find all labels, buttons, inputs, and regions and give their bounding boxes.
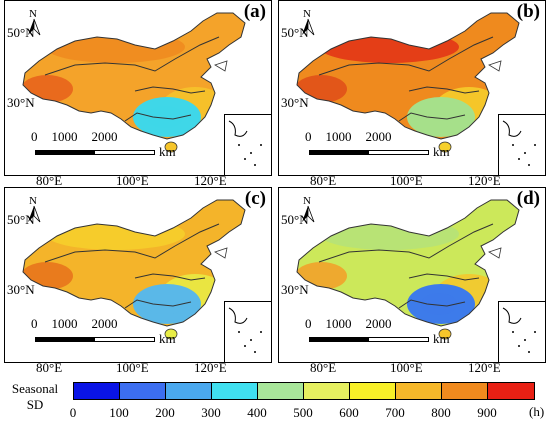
lon-label-80: 80°E: [36, 173, 63, 188]
scale-number: 2000: [365, 129, 392, 144]
lat-label-30: 30°N: [281, 282, 309, 297]
legend-tick: 600: [339, 405, 359, 420]
lon-label-80: 80°E: [310, 173, 337, 188]
scale-number: 1000: [325, 129, 352, 144]
lon-label-100: 100°E: [390, 173, 423, 188]
scale-unit: km: [433, 144, 450, 159]
map-svg: [22, 12, 246, 153]
south-china-sea-inset: [498, 114, 545, 175]
scale-number: 2000: [91, 129, 118, 144]
scale-number: 0: [31, 316, 38, 331]
south-china-sea-inset: [498, 301, 545, 362]
lon-label-120: 120°E: [194, 360, 227, 375]
scale-numbers: 0 1000 2000: [305, 316, 406, 332]
scale-number: 1000: [325, 316, 352, 331]
legend-unit: (h): [529, 404, 545, 419]
scale-bar: [309, 150, 429, 155]
scale-number: 1000: [51, 129, 78, 144]
scale-unit: km: [159, 331, 176, 346]
scale-bar: [309, 337, 429, 342]
lon-label-120: 120°E: [468, 360, 501, 375]
panel-label: (c): [244, 188, 266, 209]
svg-text:N: N: [29, 195, 37, 207]
north-arrow-icon: N: [25, 194, 43, 229]
lon-label-120: 120°E: [194, 173, 227, 188]
lat-label-50: 50°N: [7, 212, 35, 227]
lon-label-80: 80°E: [310, 360, 337, 375]
lon-label-80: 80°E: [36, 360, 63, 375]
lat-label-50: 50°N: [281, 212, 309, 227]
scale-number: 0: [31, 129, 38, 144]
legend-tick: 500: [293, 405, 313, 420]
legend-swatch: [350, 383, 396, 399]
map-svg: [296, 199, 520, 340]
legend-swatch: [488, 383, 534, 399]
lon-label-100: 100°E: [390, 360, 423, 375]
panel-label: (a): [243, 1, 266, 22]
legend-swatch: [396, 383, 442, 399]
map-svg: [22, 199, 246, 340]
lat-label-50: 50°N: [281, 25, 309, 40]
south-china-sea-inset: [224, 114, 271, 175]
panel-label: (b): [516, 1, 540, 22]
lon-label-100: 100°E: [116, 360, 149, 375]
map-svg: [296, 12, 520, 153]
scale-bar: [35, 337, 155, 342]
svg-text:N: N: [303, 8, 311, 20]
svg-text:N: N: [29, 8, 37, 20]
legend-tick: 700: [385, 405, 405, 420]
scale-number: 2000: [365, 316, 392, 331]
lat-label-30: 30°N: [7, 282, 35, 297]
legend-swatch: [74, 383, 120, 399]
lat-label-30: 30°N: [7, 95, 35, 110]
legend-title-line1: Seasonal: [11, 381, 59, 396]
legend-swatch: [166, 383, 212, 399]
map-panel-a: (a) 50°N 30°N N 0 1000 2000 km: [4, 0, 272, 176]
south-china-sea-inset: [224, 301, 271, 362]
scale-number: 2000: [91, 316, 118, 331]
lat-label-50: 50°N: [7, 25, 35, 40]
legend-tick: 300: [201, 405, 221, 420]
panel-label: (d): [516, 188, 540, 209]
scale-bar: [35, 150, 155, 155]
scale-number: 0: [305, 316, 312, 331]
legend-swatch: [212, 383, 258, 399]
lat-label-30: 30°N: [281, 95, 309, 110]
north-arrow-icon: N: [299, 7, 317, 42]
legend-tick: 400: [247, 405, 267, 420]
legend-tick: 100: [109, 405, 129, 420]
legend-tick: 0: [69, 405, 77, 420]
scale-unit: km: [433, 331, 450, 346]
north-arrow-icon: N: [25, 7, 43, 42]
legend-tick: 800: [431, 405, 451, 420]
legend-title-line2: SD: [26, 397, 44, 412]
legend-title: Seasonal SD: [0, 381, 70, 413]
scale-numbers: 0 1000 2000: [31, 129, 132, 145]
legend-swatch: [120, 383, 166, 399]
map-panel-b: (b) 50°N 30°N N 0 1000 2000 km: [278, 0, 546, 176]
scale-number: 1000: [51, 316, 78, 331]
scale-unit: km: [159, 144, 176, 159]
map-panel-d: (d) 50°N 30°N N 0 1000 2000 km: [278, 187, 546, 363]
legend-tick: 900: [477, 405, 497, 420]
map-panel-c: (c) 50°N 30°N N 0 1000 2000 km: [4, 187, 272, 363]
north-arrow-icon: N: [299, 194, 317, 229]
scale-number: 0: [305, 129, 312, 144]
legend-swatch: [304, 383, 350, 399]
lon-label-100: 100°E: [116, 173, 149, 188]
scale-numbers: 0 1000 2000: [305, 129, 406, 145]
legend-swatch: [442, 383, 488, 399]
svg-text:N: N: [303, 195, 311, 207]
scale-numbers: 0 1000 2000: [31, 316, 132, 332]
legend-color-bar: [73, 382, 535, 400]
legend-swatch: [258, 383, 304, 399]
legend-tick: 200: [155, 405, 175, 420]
lon-label-120: 120°E: [468, 173, 501, 188]
